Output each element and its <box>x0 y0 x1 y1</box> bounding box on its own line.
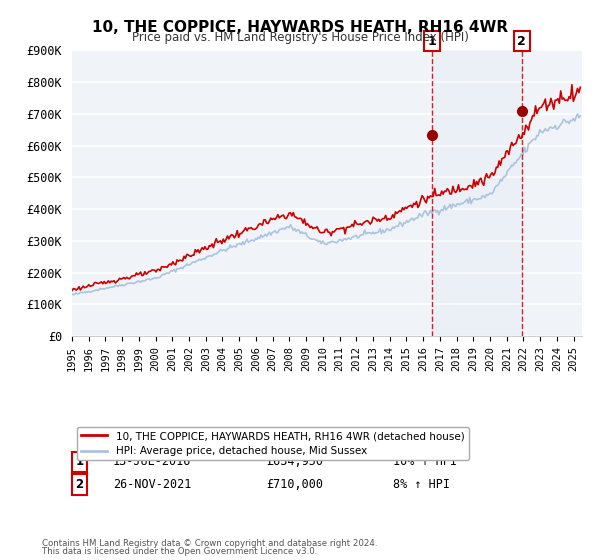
Text: 13-JUL-2016: 13-JUL-2016 <box>113 455 191 468</box>
Text: This data is licensed under the Open Government Licence v3.0.: This data is licensed under the Open Gov… <box>42 547 317 556</box>
Text: 10, THE COPPICE, HAYWARDS HEATH, RH16 4WR: 10, THE COPPICE, HAYWARDS HEATH, RH16 4W… <box>92 20 508 35</box>
Text: 26-NOV-2021: 26-NOV-2021 <box>113 478 191 491</box>
Text: Contains HM Land Registry data © Crown copyright and database right 2024.: Contains HM Land Registry data © Crown c… <box>42 539 377 548</box>
Text: 1: 1 <box>428 35 436 48</box>
Text: £634,950: £634,950 <box>266 455 323 468</box>
Text: 2: 2 <box>517 35 526 48</box>
Legend: 10, THE COPPICE, HAYWARDS HEATH, RH16 4WR (detached house), HPI: Average price, : 10, THE COPPICE, HAYWARDS HEATH, RH16 4W… <box>77 427 469 460</box>
Text: 2: 2 <box>76 478 84 491</box>
Text: Price paid vs. HM Land Registry's House Price Index (HPI): Price paid vs. HM Land Registry's House … <box>131 31 469 44</box>
Text: 8% ↑ HPI: 8% ↑ HPI <box>394 478 450 491</box>
Text: £710,000: £710,000 <box>266 478 323 491</box>
Bar <box>432 50 522 336</box>
Text: 10% ↑ HPI: 10% ↑ HPI <box>394 455 457 468</box>
Text: 1: 1 <box>76 455 84 468</box>
